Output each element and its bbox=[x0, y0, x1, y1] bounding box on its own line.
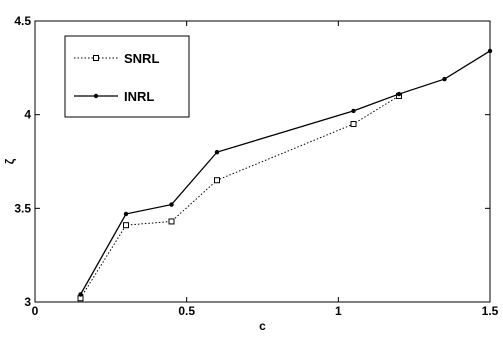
series-layer bbox=[77, 48, 493, 302]
data-point-inrl bbox=[169, 202, 174, 207]
legend-box bbox=[64, 35, 190, 118]
legend-marker-snrl bbox=[93, 55, 99, 61]
y-tick-label: 3.5 bbox=[14, 201, 31, 215]
data-point-inrl bbox=[351, 108, 356, 114]
data-point-snrl bbox=[168, 218, 175, 225]
x-tick-label: 1.5 bbox=[482, 304, 499, 318]
data-point-snrl bbox=[214, 177, 220, 184]
data-point-inrl bbox=[214, 149, 220, 155]
ticks-layer: 0 0.5 1 1.5 3 3.5 4 4.5 bbox=[14, 14, 498, 318]
y-tick-label: 4.5 bbox=[14, 14, 31, 28]
data-point-snrl bbox=[350, 121, 357, 128]
data-point-inrl bbox=[442, 76, 447, 82]
y-tick-label: 4 bbox=[24, 108, 31, 122]
y-tick-label: 3 bbox=[24, 295, 31, 309]
legend-marker-inrl bbox=[93, 93, 99, 99]
legend: SNRL INRL bbox=[64, 35, 190, 118]
legend-label-snrl: SNRL bbox=[124, 51, 159, 66]
x-tick-label: 0.5 bbox=[178, 304, 195, 318]
series-line-inrl bbox=[79, 50, 491, 295]
data-point-inrl bbox=[487, 48, 493, 54]
legend-label-inrl: INRL bbox=[124, 89, 154, 104]
data-point-inrl bbox=[78, 292, 83, 297]
data-point-inrl bbox=[396, 91, 402, 97]
data-point-snrl bbox=[123, 222, 129, 229]
plot-area-frame bbox=[34, 20, 491, 303]
x-axis-label: c bbox=[259, 319, 266, 332]
y-axis-label: ζ bbox=[3, 158, 17, 164]
data-point-inrl bbox=[123, 211, 129, 217]
x-tick-label: 1 bbox=[335, 304, 342, 318]
series-line-snrl bbox=[80, 95, 400, 299]
x-tick-label: 0 bbox=[32, 304, 39, 318]
